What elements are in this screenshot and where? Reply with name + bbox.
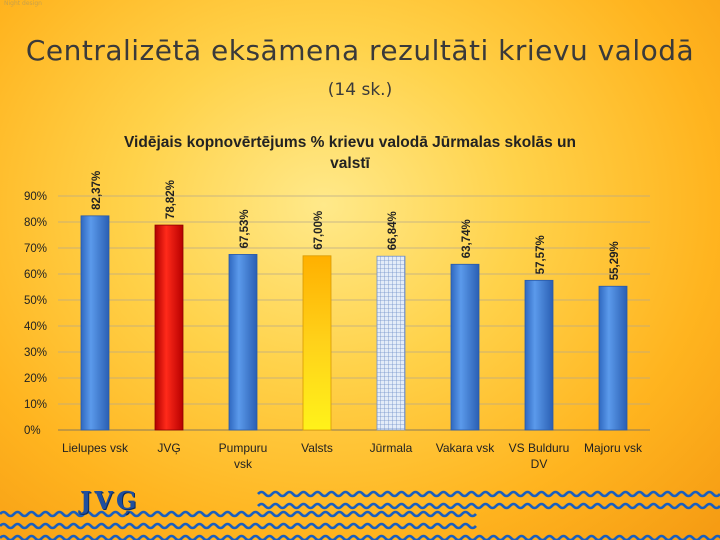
y-tick-label: 20% bbox=[24, 373, 47, 385]
data-label-5: 63,74% bbox=[461, 219, 473, 258]
data-label-1: 78,82% bbox=[165, 180, 177, 219]
jvg-logo: JVĢ bbox=[80, 486, 140, 515]
data-label-2: 67,53% bbox=[239, 209, 251, 248]
chart-title-line-1: Vidējais kopnovērtējums % krievu valodā … bbox=[124, 134, 576, 151]
y-tick-label: 80% bbox=[24, 217, 47, 229]
wave-line bbox=[257, 490, 720, 498]
wave-line bbox=[257, 502, 720, 510]
y-tick-label: 90% bbox=[24, 191, 47, 203]
y-tick-label: 50% bbox=[24, 295, 47, 307]
chart-title-line-2: valstī bbox=[330, 155, 370, 172]
bar-3 bbox=[302, 255, 332, 431]
x-tick-label: Vakara vsk bbox=[436, 441, 495, 455]
y-axis-ticks: 0% 10% 20% 30% 40% 50% 60% 70% 80% 90% bbox=[24, 191, 47, 437]
bar-7 bbox=[598, 285, 628, 431]
y-tick-label: 30% bbox=[24, 347, 47, 359]
bar-5 bbox=[450, 263, 480, 431]
x-tick-label: VS Bulduru bbox=[509, 441, 570, 455]
data-label-3: 67,00% bbox=[313, 211, 325, 250]
wave-line bbox=[0, 522, 477, 530]
y-tick-label: 60% bbox=[24, 269, 47, 281]
x-tick-label: Pumpuru bbox=[219, 441, 268, 455]
bar-6 bbox=[524, 279, 554, 431]
wave-line bbox=[0, 534, 720, 540]
chart-title: Vidējais kopnovērtējums % krievu valodā … bbox=[80, 132, 620, 174]
bar-2 bbox=[228, 254, 258, 431]
x-tick-label: Lielupes vsk bbox=[62, 441, 129, 455]
x-tick-label: Majoru vsk bbox=[584, 441, 643, 455]
data-label-0: 82,37% bbox=[91, 171, 103, 210]
x-tick-label: DV bbox=[531, 457, 548, 471]
data-label-4: 66,84% bbox=[387, 211, 399, 250]
corner-mark: Night design bbox=[4, 0, 42, 7]
grid-lines bbox=[58, 195, 650, 431]
slide-title: Centralizētā eksāmena rezultāti krievu v… bbox=[25, 34, 695, 67]
x-tick-label: Jūrmala bbox=[370, 441, 413, 455]
x-tick-label: Valsts bbox=[301, 441, 333, 455]
bar-4 bbox=[376, 255, 406, 431]
bars bbox=[80, 215, 628, 431]
data-label-7: 55,29% bbox=[609, 241, 621, 280]
y-tick-label: 10% bbox=[24, 399, 47, 411]
y-tick-label: 0% bbox=[24, 425, 41, 437]
x-tick-label: JVĢ bbox=[157, 441, 180, 455]
y-tick-label: 40% bbox=[24, 321, 47, 333]
data-label-6: 57,57% bbox=[535, 235, 547, 274]
x-tick-label: vsk bbox=[234, 457, 253, 471]
wave-line bbox=[0, 510, 477, 518]
x-axis-ticks: Lielupes vsk JVĢ Pumpuru vsk Valsts Jūrmala Va… bbox=[62, 441, 643, 471]
slide-subtitle: (14 sk.) bbox=[327, 80, 393, 100]
data-labels: 82,37% 78,82% 67,53% 67,00% 66,84% 63,74% 57,5… bbox=[91, 171, 621, 280]
y-tick-label: 70% bbox=[24, 243, 47, 255]
bar-0 bbox=[80, 215, 110, 431]
bar-1 bbox=[154, 224, 184, 431]
